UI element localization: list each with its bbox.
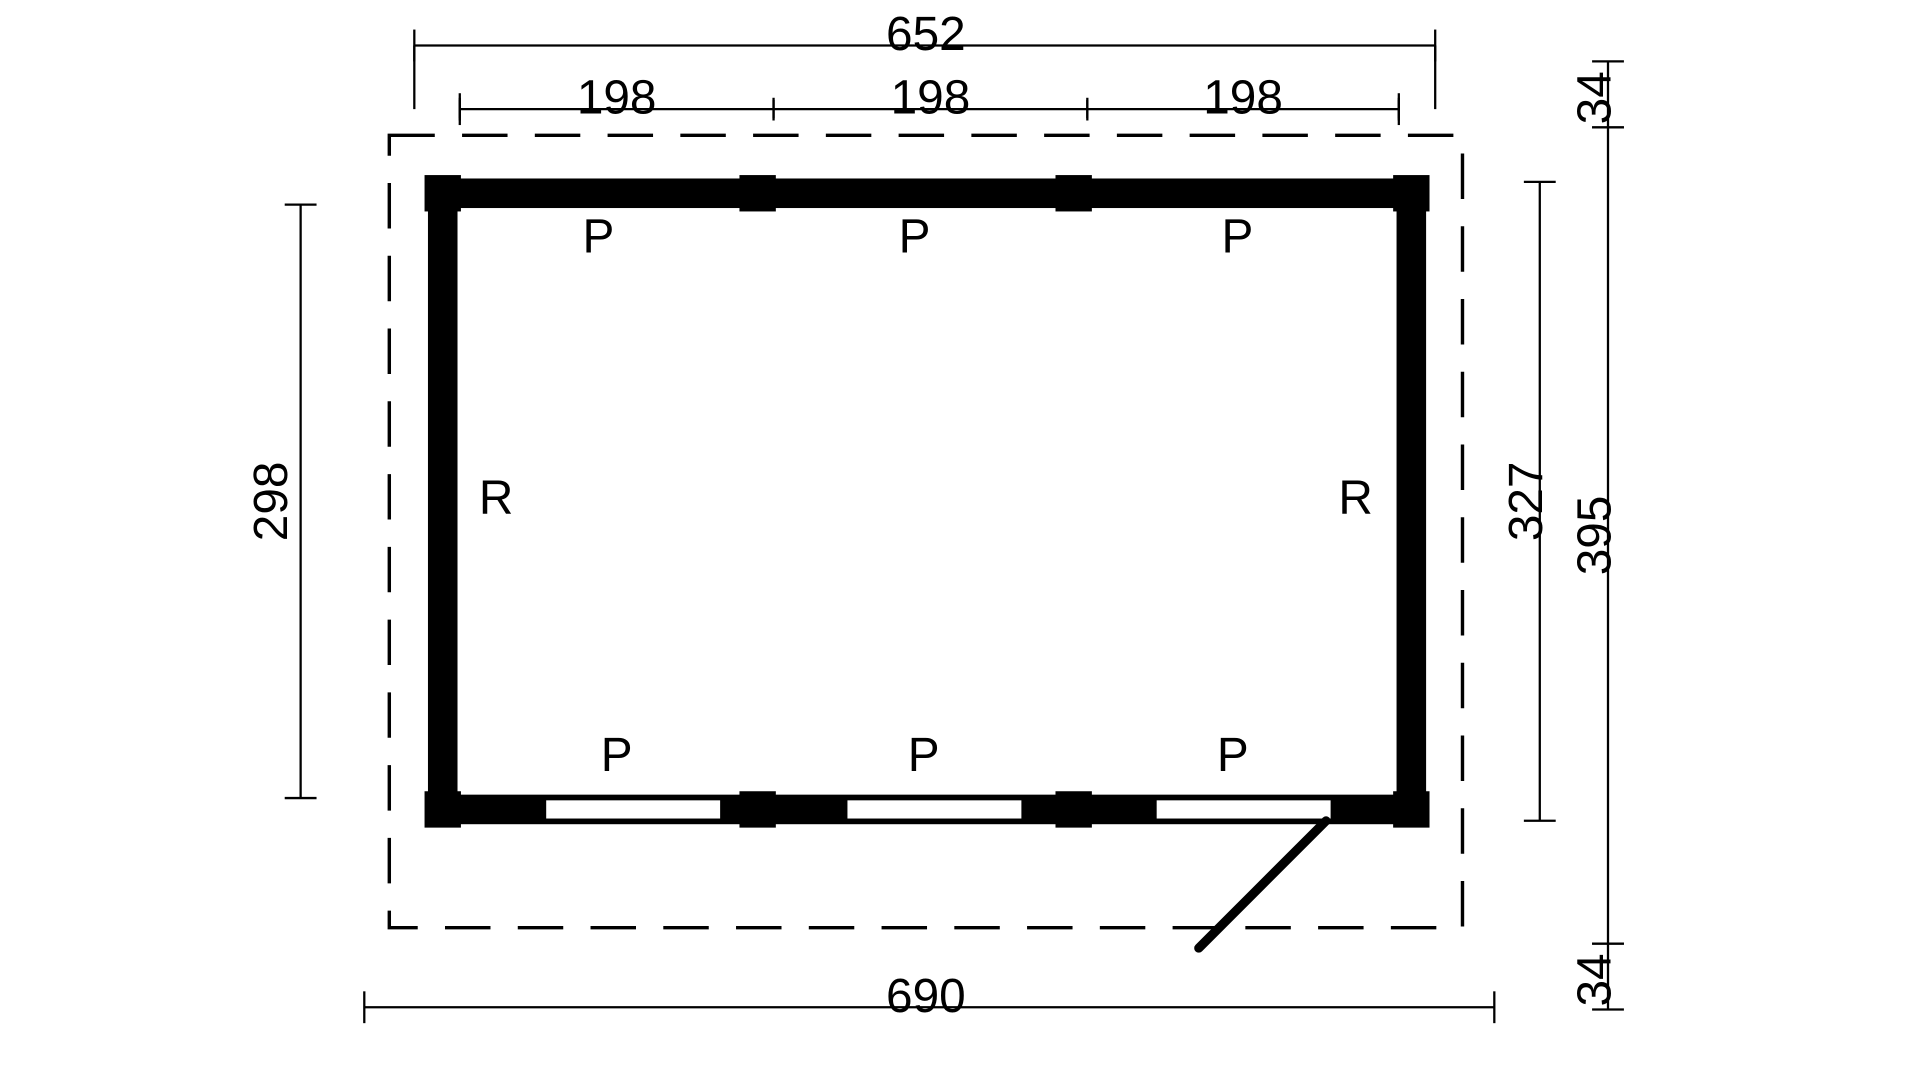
dim-label: 690 xyxy=(886,970,966,1023)
post xyxy=(739,175,775,211)
dim-label: 198 xyxy=(577,72,657,125)
opening xyxy=(1156,799,1332,819)
dim-label: 198 xyxy=(1203,72,1283,125)
label-p: P xyxy=(1217,729,1249,782)
wall-left xyxy=(428,178,458,824)
opening xyxy=(846,799,1022,819)
dim-label: 298 xyxy=(245,462,298,542)
dim-label: 34 xyxy=(1568,71,1621,124)
floor-plan-diagram: 652 198 198 198 690 298 327 395 34 34 P P P P P P R R xyxy=(0,0,1920,1080)
post xyxy=(425,791,461,827)
dim-label: 198 xyxy=(891,72,971,125)
label-p: P xyxy=(1221,210,1253,263)
dim-label: 327 xyxy=(1500,462,1553,542)
dim-label: 652 xyxy=(886,8,966,61)
dim-label: 395 xyxy=(1568,496,1621,576)
label-p: P xyxy=(899,210,931,263)
label-r: R xyxy=(479,472,513,525)
label-p: P xyxy=(601,729,633,782)
label-r: R xyxy=(1338,472,1372,525)
post xyxy=(1055,175,1091,211)
dim-label: 34 xyxy=(1568,953,1621,1006)
opening xyxy=(545,799,721,819)
post xyxy=(1393,791,1429,827)
label-p: P xyxy=(908,729,940,782)
label-p: P xyxy=(583,210,615,263)
wall-right xyxy=(1397,178,1427,824)
wall-top xyxy=(428,178,1426,208)
post xyxy=(425,175,461,211)
post xyxy=(1055,791,1091,827)
post xyxy=(739,791,775,827)
post xyxy=(1393,175,1429,211)
